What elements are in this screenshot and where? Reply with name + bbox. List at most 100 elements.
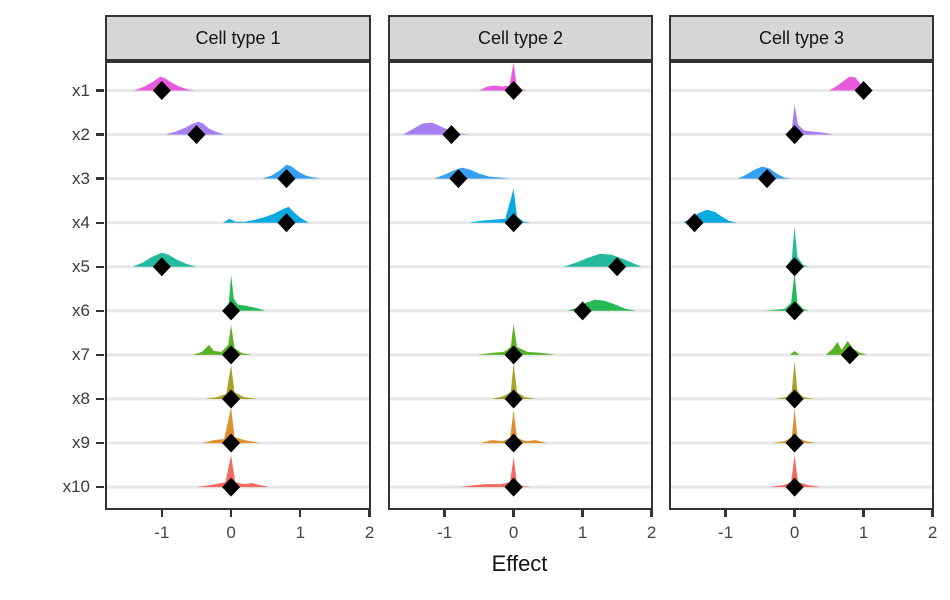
y-tick-mark <box>96 441 104 445</box>
x-tick-label: -1 <box>437 523 453 542</box>
density-curve-x8 <box>204 365 258 399</box>
estimate-diamond-x9 <box>222 433 241 453</box>
y-axis-label: x6 <box>72 300 90 320</box>
gridline <box>669 89 934 92</box>
gridline <box>105 133 371 137</box>
estimate-diamond-x10 <box>222 477 241 497</box>
x-tick-label: -1 <box>154 523 170 542</box>
x-tick-mark <box>229 510 233 517</box>
y-tick-mark <box>96 309 104 313</box>
facet-strip: Cell type 3 <box>669 15 934 61</box>
y-axis-label: x10 <box>62 477 90 497</box>
estimate-diamond-x2 <box>442 125 461 145</box>
density-curve-x3 <box>434 167 511 179</box>
density-curve-x1 <box>134 76 196 91</box>
gridline <box>388 265 653 269</box>
estimate-diamond-x5 <box>608 257 627 277</box>
gridline <box>388 309 653 313</box>
estimate-diamond-x7 <box>840 345 859 365</box>
density-curve-x5 <box>132 252 197 267</box>
estimate-diamond-x1 <box>504 81 523 100</box>
facet-strip: Cell type 2 <box>388 15 653 61</box>
gridline <box>669 221 934 225</box>
facet-strip-label: Cell type 2 <box>477 27 564 48</box>
estimate-diamond-x7 <box>222 345 241 365</box>
x-tick-mark <box>299 510 302 517</box>
panel-border <box>105 61 371 510</box>
density-curve-x7 <box>193 324 252 355</box>
density-curve-x4 <box>222 206 309 223</box>
estimate-diamond-x2 <box>785 125 804 145</box>
facet-strip-label: Cell type 3 <box>758 27 845 48</box>
y-axis-label: x1 <box>72 80 90 100</box>
x-tick-label: -1 <box>718 523 734 542</box>
y-tick-mark <box>96 221 104 224</box>
density-curve-x2 <box>403 122 471 135</box>
estimate-diamond-x8 <box>222 389 241 409</box>
gridline <box>105 221 371 225</box>
y-tick-mark <box>96 485 104 489</box>
x-tick-mark <box>443 510 446 517</box>
estimate-diamond-x1 <box>854 81 873 100</box>
y-tick-mark <box>96 353 104 357</box>
x-tick-label: 1 <box>295 523 306 542</box>
y-axis-label: x9 <box>72 433 90 453</box>
estimate-diamond-x6 <box>573 301 592 321</box>
x-tick-label: 1 <box>858 523 869 542</box>
estimate-diamond-x3 <box>277 169 296 189</box>
y-tick-mark <box>96 265 104 268</box>
gridline <box>388 177 653 181</box>
x-tick-mark <box>862 510 865 517</box>
estimate-diamond-x4 <box>277 213 296 233</box>
gridline <box>105 177 371 181</box>
y-axis-label: x4 <box>72 212 90 232</box>
x-tick-mark <box>724 510 727 517</box>
x-tick-label: 2 <box>364 523 375 542</box>
y-axis-label: x7 <box>72 344 90 364</box>
y-axis-label: x8 <box>72 389 90 408</box>
y-axis-label: x5 <box>72 256 90 276</box>
density-curve-x8 <box>491 363 536 399</box>
estimate-diamond-x6 <box>785 301 804 321</box>
density-curve-x3 <box>262 164 322 179</box>
estimate-diamond-x4 <box>504 213 523 233</box>
x-tick-mark <box>160 510 163 517</box>
density-curve-x6 <box>763 272 809 311</box>
density-curve-x5 <box>563 253 642 267</box>
estimate-diamond-x9 <box>504 433 523 453</box>
x-tick-label: 0 <box>226 523 236 542</box>
estimate-diamond-x8 <box>785 389 804 409</box>
panel-border <box>388 61 653 510</box>
x-tick-mark <box>650 510 653 517</box>
facet-strip: Cell type 1 <box>105 15 371 61</box>
x-tick-label: 0 <box>789 523 800 542</box>
gridline <box>669 177 934 181</box>
y-tick-mark <box>96 133 104 136</box>
gridline <box>388 133 653 137</box>
y-axis-label: x2 <box>72 124 90 144</box>
x-tick-label: 2 <box>646 523 657 542</box>
density-curve-x8 <box>775 361 814 399</box>
density-curve-x4 <box>468 188 531 223</box>
gridline <box>669 353 934 357</box>
facet-panel <box>105 61 371 510</box>
estimate-diamond-x2 <box>187 125 206 145</box>
x-tick-mark <box>581 510 584 517</box>
estimate-diamond-x10 <box>785 477 804 497</box>
x-tick-label: 2 <box>927 523 938 542</box>
panel-border <box>669 61 934 510</box>
x-tick-mark <box>512 510 515 517</box>
estimate-diamond-x6 <box>222 301 241 321</box>
x-tick-mark <box>931 510 934 517</box>
density-curve-x6 <box>225 274 266 311</box>
density-curve-x2 <box>784 104 834 135</box>
density-curve-x5 <box>786 226 809 267</box>
x-axis-title: Effect <box>491 551 548 576</box>
estimate-diamond-x9 <box>785 433 804 453</box>
y-axis-label: x3 <box>72 168 90 188</box>
y-tick-mark <box>96 89 104 92</box>
estimate-diamond-x7 <box>504 345 523 365</box>
density-curve-x10 <box>459 457 533 488</box>
density-curve-x9 <box>202 407 261 444</box>
